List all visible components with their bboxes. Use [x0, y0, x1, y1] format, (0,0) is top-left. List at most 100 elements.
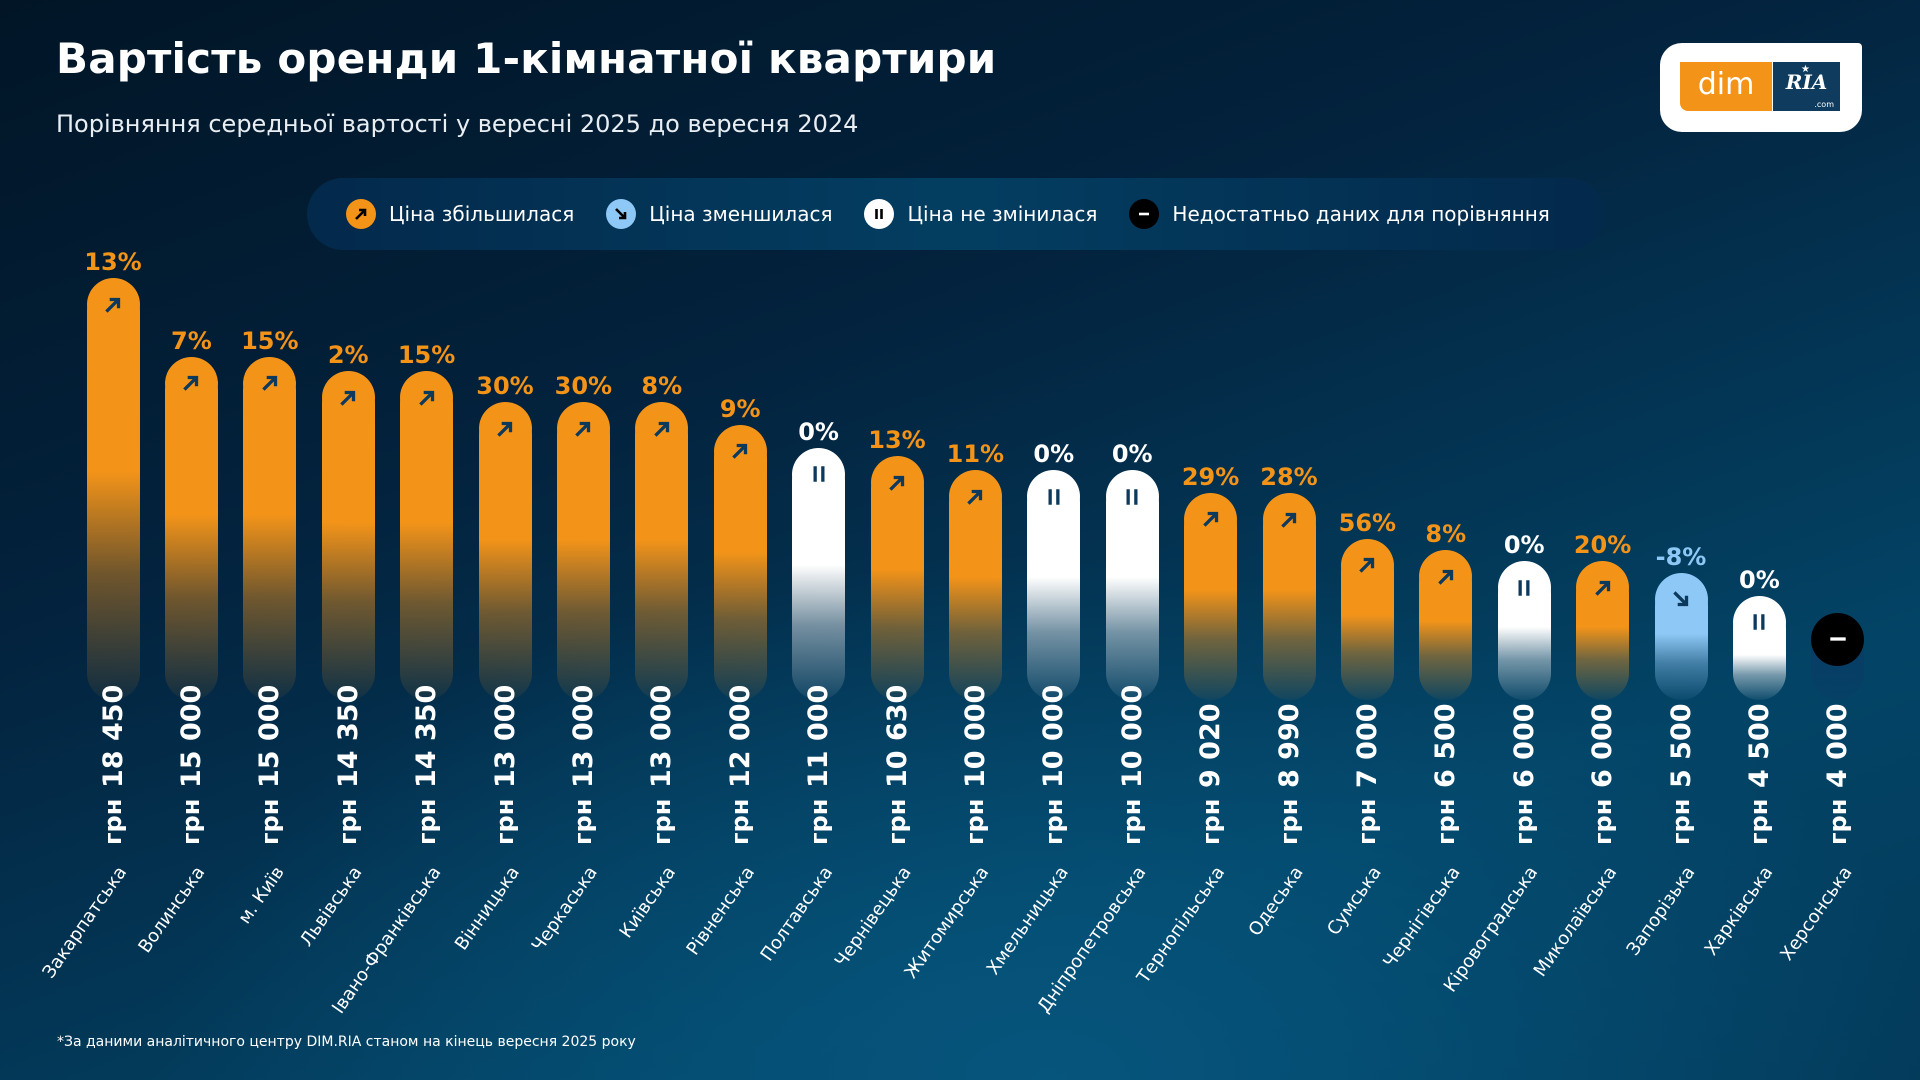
value-label: 15 000: [254, 684, 286, 788]
unit-label: грн: [1353, 798, 1382, 845]
unit-label: грн: [491, 798, 519, 845]
arrow-up-right-icon: [321, 371, 375, 425]
legend-label: Недостатньо даних для порівняння: [1172, 202, 1550, 226]
value-label: 6 500: [1430, 703, 1462, 788]
arrow-up-right-icon: [713, 424, 767, 478]
logo-dim-text: dim: [1680, 62, 1772, 111]
change-percent-label: 11%: [946, 440, 1005, 469]
unit-label: грн: [1431, 798, 1460, 845]
region-label: Миколаївська: [1529, 861, 1621, 981]
region-label: Волинська: [134, 861, 210, 957]
region-label: м. Київ: [233, 861, 289, 928]
pause-icon: [1105, 470, 1159, 524]
legend-label: Ціна не змінилася: [907, 202, 1098, 226]
legend-item-down: Ціна зменшилася: [606, 199, 832, 229]
arrow-up-right-icon: [948, 470, 1002, 524]
value-label: 7 000: [1351, 703, 1383, 788]
unit-label: грн: [255, 798, 284, 845]
value-label: 11 000: [803, 684, 835, 788]
legend-label: Ціна зменшилася: [649, 202, 833, 226]
value-label: 10 630: [881, 684, 913, 788]
change-percent-label: 13%: [868, 426, 926, 455]
chart-legend: Ціна збільшилася Ціна зменшилася Ціна не…: [307, 178, 1605, 250]
minus-icon: [1129, 199, 1160, 229]
bar-up: [400, 377, 454, 700]
bar-up: [478, 408, 532, 700]
change-percent-label: 56%: [1338, 508, 1397, 537]
change-percent-label: 30%: [554, 372, 613, 401]
arrow-up-right-icon: [556, 402, 610, 456]
unit-label: грн: [1745, 798, 1774, 845]
value-label: 15 000: [175, 684, 207, 788]
bar-up: [556, 408, 610, 700]
legend-item-na: Недостатньо даних для порівняння: [1129, 199, 1550, 229]
arrow-up-right-icon: [243, 356, 297, 410]
region-label: Житомирська: [900, 861, 994, 982]
bar-up: [86, 284, 140, 700]
unit-label: грн: [726, 798, 755, 845]
region-label: Черкаська: [528, 861, 603, 956]
unit-label: грн: [1510, 798, 1539, 845]
region-label: Рівненська: [682, 861, 760, 959]
star-icon: ★: [1801, 64, 1810, 75]
value-label: 10 000: [959, 684, 991, 788]
logo-ria-text: RIA: [1785, 70, 1828, 94]
pause-icon: [792, 447, 846, 501]
arrow-up-right-icon: [1262, 493, 1316, 547]
footnote: *За даними аналітичного центру DIM.RIA с…: [57, 1034, 636, 1050]
arrow-up-right-icon: [164, 356, 218, 410]
change-percent-label: 13%: [84, 248, 142, 276]
value-label: 5 500: [1665, 703, 1697, 788]
region-label: Одеська: [1244, 861, 1308, 940]
region-label: Тернопільська: [1132, 861, 1229, 987]
region-label: Херсонська: [1776, 861, 1857, 965]
legend-item-up: Ціна збільшилася: [346, 199, 574, 229]
unit-label: грн: [569, 798, 598, 845]
change-percent-label: 2%: [327, 341, 369, 370]
unit-label: грн: [99, 798, 127, 845]
region-label: Чернівецька: [830, 861, 916, 971]
bar-up: [321, 377, 375, 700]
change-percent-label: 28%: [1260, 463, 1318, 492]
value-label: 13 000: [567, 684, 599, 788]
change-percent-label: 0%: [1503, 531, 1545, 560]
region-label: Вінницька: [450, 861, 524, 954]
pause-icon: [1497, 561, 1551, 615]
pause-icon: [1732, 595, 1786, 649]
unit-label: грн: [1275, 798, 1303, 845]
value-label: 18 450: [97, 684, 129, 788]
change-percent-label: 15%: [397, 341, 456, 370]
value-label: 10 000: [1038, 684, 1070, 788]
arrow-up-right-icon: [635, 402, 689, 456]
dim-ria-logo: dim ★ RIA .com: [1660, 43, 1862, 132]
arrow-down-right-icon: [1654, 572, 1708, 626]
change-percent-label: 29%: [1181, 462, 1240, 491]
pause-icon: [864, 199, 895, 229]
region-label: Запорізька: [1622, 861, 1700, 960]
value-label: 6 000: [1508, 703, 1540, 788]
arrow-up-right-icon: [400, 371, 454, 425]
arrow-up-right-icon: [478, 402, 532, 456]
region-label: Київська: [615, 861, 680, 942]
unit-label: грн: [334, 798, 363, 845]
value-label: 13 000: [646, 684, 678, 788]
arrow-up-right-icon: [870, 456, 924, 510]
legend-label: Ціна збільшилася: [389, 202, 575, 226]
unit-label: грн: [412, 798, 441, 845]
region-label: Хмельницька: [982, 861, 1073, 979]
arrow-up-right-icon: [1576, 561, 1630, 615]
change-percent-label: 0%: [1739, 565, 1780, 594]
value-label: 4 500: [1743, 703, 1775, 788]
unit-label: грн: [647, 798, 676, 845]
page-title: Вартість оренди 1-кімнатної квартири: [56, 34, 997, 83]
unit-label: грн: [804, 798, 833, 845]
unit-label: грн: [1588, 798, 1617, 845]
arrow-up-right-icon: [1184, 492, 1238, 546]
value-label: 4 000: [1822, 703, 1854, 788]
arrow-up-right-icon: [1419, 550, 1473, 604]
region-label: Чернігівська: [1378, 861, 1465, 972]
change-percent-label: 0%: [1111, 440, 1153, 469]
arrow-up-right-icon: [1340, 538, 1394, 592]
region-label: Закарпатська: [38, 861, 132, 982]
